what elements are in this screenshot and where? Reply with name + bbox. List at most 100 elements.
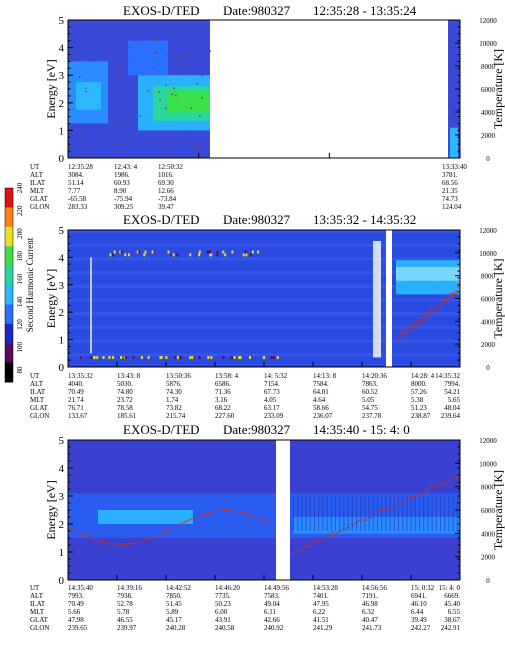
ephemeris-cell: 5030. <box>117 380 133 388</box>
ephemeris-cell: 6.55 <box>448 608 461 616</box>
ephemeris-cell: 73.82 <box>166 404 182 412</box>
ephemeris-cell: 239.64 <box>441 412 461 420</box>
y-tick-label: 5 <box>59 435 65 447</box>
y2-tick-label: 12000 <box>479 227 497 235</box>
ephemeris-cell: 240.58 <box>215 624 235 632</box>
ephemeris-cell: 6669. <box>444 592 460 600</box>
y2-tick-label: 4000 <box>481 318 496 326</box>
y2-tick-label: 8000 <box>481 63 496 71</box>
ephemeris-cell: 70.49 <box>68 600 84 608</box>
ephemeris-cell: 60.93 <box>114 179 130 187</box>
ephemeris-cell: -65.58 <box>68 195 87 203</box>
ephemeris-cell: 5.65 <box>448 396 461 404</box>
ephemeris-cell: 14:56:56 <box>362 584 387 592</box>
ephemeris-cell: 57.26 <box>411 388 427 396</box>
colorbar-tick-label: 240 <box>16 182 24 193</box>
ephemeris-cell: 241.29 <box>313 624 333 632</box>
ephemeris-cell: 3781. <box>442 171 458 179</box>
ephemeris-cell: 240.92 <box>264 624 284 632</box>
ephemeris-cell: 13:50:36 <box>166 372 191 380</box>
colorbar-tick-label: 140 <box>16 296 24 307</box>
ephemeris-cell: 14:35:40 <box>68 584 93 592</box>
ephemeris-cell: 7191. <box>362 592 378 600</box>
panel-title: EXOS-D/TED <box>123 212 200 227</box>
ephemeris-cell: 236.07 <box>313 412 333 420</box>
y-tick-label: 2 <box>59 307 65 319</box>
ephemeris-row-label: GLON <box>30 624 49 632</box>
ephemeris-row-label: MLT <box>30 608 45 616</box>
ephemeris-cell: 1016. <box>158 171 174 179</box>
ephemeris-cell: 6.32 <box>362 608 375 616</box>
colorbar-swatch <box>5 362 13 383</box>
panel-date: Date:980327 <box>223 212 291 227</box>
ephemeris-cell: 14:20:36 <box>362 372 387 380</box>
spectrogram-image <box>68 230 460 367</box>
ephemeris-cell: 227.60 <box>215 412 235 420</box>
panel-date: Date:980327 <box>223 422 291 437</box>
colorbar: 80 100 120 140 160 180 200 220 240 Second Harmoni… <box>4 182 35 383</box>
ephemeris-cell: 237.78 <box>362 412 382 420</box>
colorbar-swatch <box>5 207 13 228</box>
ephemeris-cell: 6941. <box>411 592 427 600</box>
colorbar-swatch <box>5 304 13 325</box>
y-tick-label: 2 <box>59 519 65 531</box>
ephemeris-cell: 71.36 <box>215 388 231 396</box>
ephemeris-cell: 133.67 <box>68 412 88 420</box>
ephemeris-cell: 14:42:52 <box>166 584 191 592</box>
ephemeris-cell: 7154. <box>264 380 280 388</box>
y-axis-label: Energy [eV] <box>44 480 58 539</box>
ephemeris-cell: 7850. <box>166 592 182 600</box>
y-tick-label: 4 <box>59 463 65 475</box>
ephemeris-row-label: UT <box>30 163 40 171</box>
ephemeris-cell: 14: 5:32 <box>264 372 288 380</box>
colorbar-tick-label: 220 <box>16 205 24 216</box>
ephemeris-cell: 69.30 <box>158 179 174 187</box>
ephemeris-cell: 5.05 <box>362 396 375 404</box>
ephemeris-cell: 242.91 <box>441 624 461 632</box>
y-tick-label: 0 <box>59 575 65 587</box>
ephemeris-row-label: ILAT <box>30 388 46 396</box>
ephemeris-cell: 5.78 <box>117 608 130 616</box>
ephemeris-cell: 309.25 <box>114 203 134 211</box>
y2-tick-label: 8000 <box>481 484 496 492</box>
ephemeris-cell: 51.23 <box>411 404 427 412</box>
ephemeris-cell: 38.67 <box>444 616 460 624</box>
ephemeris-cell: 7.77 <box>68 187 81 195</box>
y-tick-label: 3 <box>59 491 65 503</box>
ephemeris-cell: 5.38 <box>411 396 424 404</box>
ephemeris-cell: 13:58: 4 <box>215 372 239 380</box>
ephemeris-row-label: GLAT <box>30 404 49 412</box>
ephemeris-cell: 15: 4: 0 <box>439 584 461 592</box>
ephemeris-cell: 39.47 <box>158 203 174 211</box>
colorbar-swatch <box>5 188 13 208</box>
spectrogram-panel-2: 0 1 2 3 4 5 0 2000 4000 6000 8000 10000 12000 EXOS-D/… <box>30 212 505 420</box>
ephemeris-cell: 239.65 <box>68 624 88 632</box>
panel-title: EXOS-D/TED <box>123 3 200 18</box>
y2-axis-label: Temperature [K] <box>491 470 505 550</box>
ephemeris-cell: 6.00 <box>215 608 228 616</box>
colorbar-tick-label: 180 <box>16 251 24 262</box>
ephemeris-cell: 67.73 <box>264 388 280 396</box>
colorbar-tick-label: 100 <box>16 342 24 353</box>
colorbar-swatch <box>5 343 13 364</box>
ephemeris-row-label: MLT <box>30 187 45 195</box>
ephemeris-cell: 240.28 <box>166 624 186 632</box>
colorbar-swatch <box>5 285 13 305</box>
ephemeris-cell: 4.64 <box>313 396 326 404</box>
ephemeris-cell: 41.51 <box>313 616 329 624</box>
y2-tick-label: 6000 <box>481 507 496 515</box>
ephemeris-row-label: GLAT <box>30 616 49 624</box>
y-axis-label: Energy [eV] <box>44 269 58 328</box>
ephemeris-cell: 13:43: 8 <box>117 372 141 380</box>
ephemeris-cell: 5.66 <box>68 608 81 616</box>
ephemeris-cell: 76.71 <box>68 404 84 412</box>
ephemeris-cell: 6.11 <box>264 608 276 616</box>
ephemeris-row-label: GLON <box>30 412 49 420</box>
y2-tick-label: 10000 <box>479 250 497 258</box>
ephemeris-cell: 12:50:32 <box>158 163 183 171</box>
y2-tick-label: 2000 <box>481 554 496 562</box>
ephemeris-cell: 3084. <box>68 171 84 179</box>
panel-time-range: 13:35:32 - 14:35:32 <box>313 212 416 227</box>
ephemeris-cell: 46.98 <box>362 600 378 608</box>
y2-tick-label: 10000 <box>479 40 497 48</box>
